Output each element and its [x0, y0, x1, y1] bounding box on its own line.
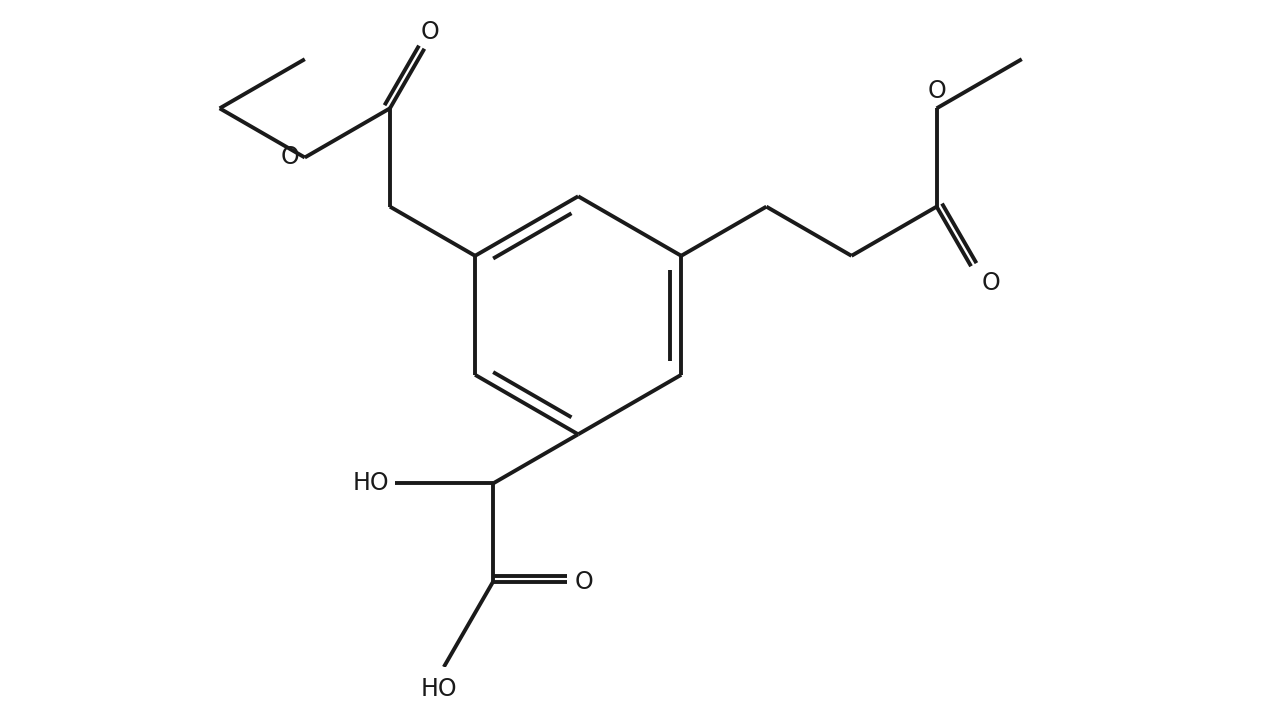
Text: O: O: [927, 79, 946, 103]
Text: O: O: [575, 570, 594, 594]
Text: O: O: [981, 272, 1000, 296]
Text: HO: HO: [353, 472, 390, 496]
Text: O: O: [281, 145, 300, 169]
Text: HO: HO: [420, 677, 457, 701]
Text: O: O: [420, 20, 439, 44]
